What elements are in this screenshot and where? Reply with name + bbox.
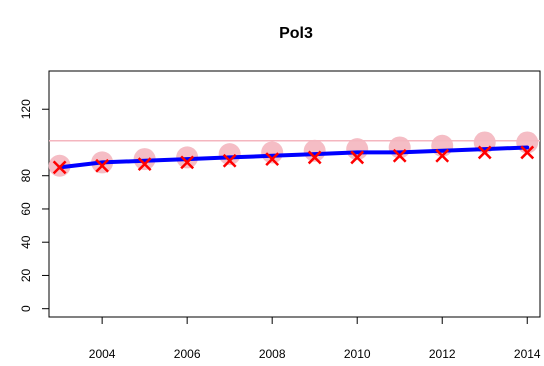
x-tick-label: 2012 [429,347,456,361]
cross-series [52,145,535,175]
circle-point [516,131,539,154]
x-axis: 2004 2006 2008 2010 2012 2014 [89,317,541,361]
x-tick-label: 2010 [344,347,371,361]
x-tick-label: 2008 [259,347,286,361]
x-tick-label: 2014 [514,347,541,361]
cross-point [265,152,280,166]
cross-point [435,148,450,163]
cross-point [180,155,195,170]
circle-point [346,138,369,161]
y-tick-label: 120 [19,99,33,119]
cross-point [477,145,492,160]
y-tick-label: 20 [19,268,33,282]
cross-point [95,158,110,173]
cross-point [520,145,535,160]
cross-point [307,150,322,165]
y-tick-label: 0 [19,305,33,312]
circle-point [431,134,454,157]
y-tick-label: 60 [19,202,33,216]
cross-point [137,157,152,171]
fitted-line [57,145,530,170]
cross-point [52,160,67,175]
x-tick-label: 2006 [174,347,201,361]
y-tick-label: 40 [19,235,33,249]
y-tick-label: 80 [19,169,33,183]
cross-point [222,153,237,168]
cross-point [350,150,365,165]
y-axis: 0 20 40 60 80 120 [19,99,49,312]
chart-title: Pol3 [279,25,313,42]
x-tick-label: 2004 [89,347,116,361]
plot-frame [48,70,541,318]
cross-point [392,148,407,163]
plot-area [48,70,541,318]
